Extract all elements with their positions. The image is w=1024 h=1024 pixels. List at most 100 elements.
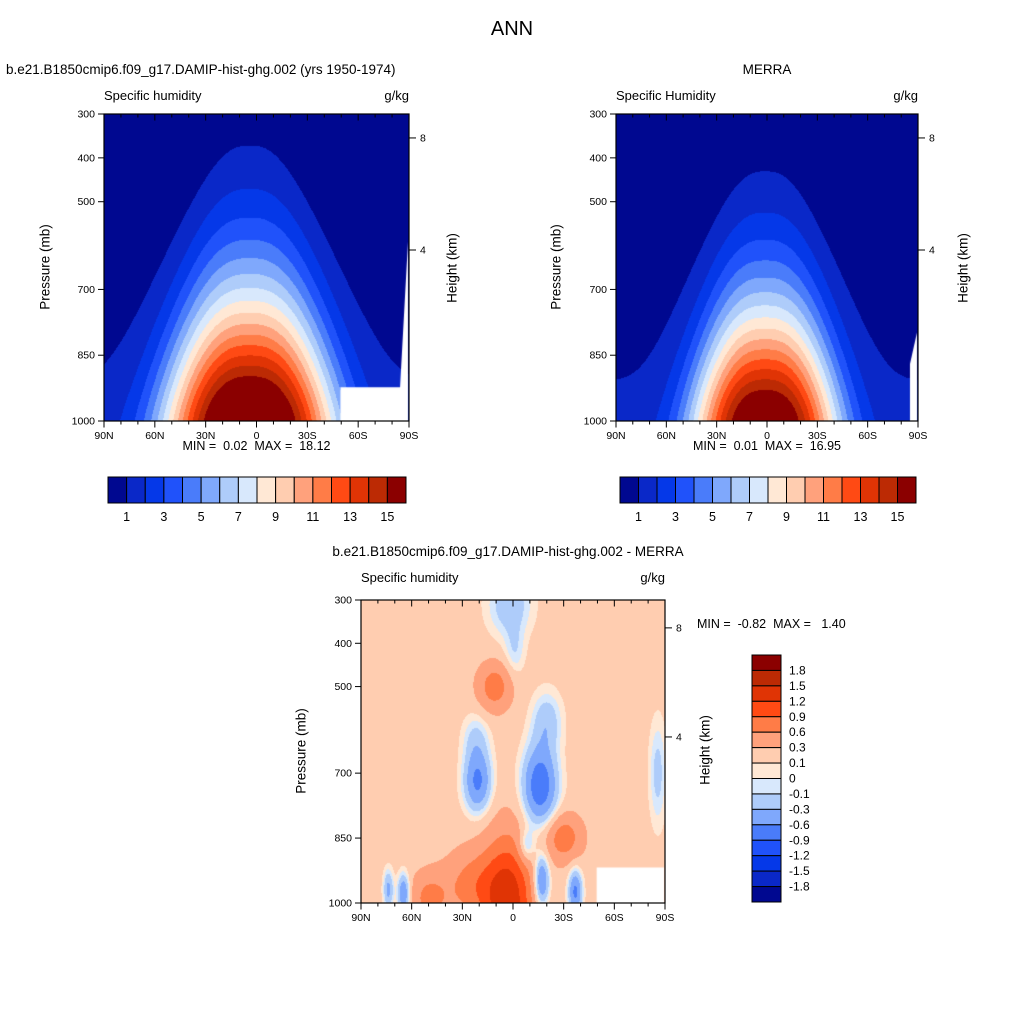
lat-tick-label: 60S (858, 430, 877, 442)
merra-units-label: g/kg (893, 88, 918, 103)
lat-tick-label: 0 (764, 430, 770, 442)
colorbar-label: -0.1 (789, 787, 810, 801)
lat-tick-label: 60N (402, 912, 421, 924)
colorbar-label: 9 (272, 510, 279, 524)
diff-pressure-axis-label: Pressure (mb) (293, 708, 309, 794)
colorbar-cell (751, 778, 782, 795)
colorbar-cell (237, 476, 258, 504)
colorbar-cell (656, 476, 676, 504)
colorbar-cell (730, 476, 750, 504)
colorbar-cell (386, 476, 407, 504)
model-minmax-label: MIN = 0.02 MAX = 18.12 (182, 439, 331, 453)
colorbar-label: 9 (783, 510, 790, 524)
lat-tick-label: 30S (554, 912, 573, 924)
pressure-tick-label: 850 (334, 833, 352, 845)
lat-tick-label: 60S (349, 430, 368, 442)
colorbar-cell (751, 700, 782, 718)
lat-tick-label: 30N (453, 912, 472, 924)
colorbar-label: 15 (380, 510, 394, 524)
merra-minmax-label: MIN = 0.01 MAX = 16.95 (693, 439, 841, 453)
colorbar-cell (349, 476, 370, 504)
colorbar-label: 0.9 (789, 710, 806, 724)
height-tick-label: 4 (420, 245, 426, 257)
pressure-tick-label: 700 (334, 768, 352, 780)
merra-field-name: Specific Humidity (616, 88, 716, 103)
colorbar-cell (219, 476, 239, 504)
diff-height-axis-label: Height (km) (697, 715, 713, 785)
colorbar-label: 3 (672, 510, 679, 524)
pressure-tick-label: 850 (77, 350, 95, 362)
pressure-tick-label: 500 (589, 196, 607, 208)
colorbar-label: 1.8 (789, 663, 806, 677)
lat-tick-label: 60N (145, 430, 164, 442)
lat-tick-label: 60S (605, 912, 624, 924)
pressure-tick-label: 400 (77, 152, 95, 164)
colorbar-cell (751, 808, 782, 826)
colorbar-cell (751, 886, 782, 903)
pressure-tick-label: 1000 (329, 898, 353, 910)
merra-height-axis-label: Height (km) (955, 233, 971, 303)
colorbar-label: 13 (343, 510, 357, 524)
colorbar-label: 11 (306, 510, 319, 524)
model-units-label: g/kg (384, 88, 409, 103)
colorbar-label: 7 (746, 510, 753, 524)
colorbar-label: 1 (123, 510, 130, 524)
contour-plot-merra (616, 114, 918, 421)
axis-frame-model (103, 113, 410, 422)
pressure-tick-label: 500 (334, 681, 352, 693)
colorbar-cell (144, 476, 165, 504)
colorbar-label: -1.5 (789, 864, 810, 878)
pressure-tick-label: 400 (589, 152, 607, 164)
diff-field-name: Specific humidity (361, 570, 459, 585)
colorbar-cell (107, 476, 128, 504)
colorbar-cell (751, 824, 782, 841)
colorbar-label: 3 (160, 510, 167, 524)
pressure-tick-label: 300 (589, 109, 607, 121)
height-tick-label: 8 (420, 132, 426, 144)
lat-tick-label: 60N (657, 430, 676, 442)
colorbar-cell (751, 839, 782, 857)
colorbar-label: -1.8 (789, 880, 810, 894)
colorbar-label: 5 (709, 510, 716, 524)
lat-tick-label: 90N (94, 430, 113, 442)
colorbar-cell (619, 476, 639, 504)
diff-units-label: g/kg (640, 570, 665, 585)
colorbar-label: 1.2 (789, 694, 806, 708)
lat-tick-label: 90N (606, 430, 625, 442)
lat-tick-label: 0 (510, 912, 516, 924)
colorbar-label: 0.6 (789, 725, 806, 739)
diff-minmax-label: MIN = -0.82 MAX = 1.40 (697, 617, 846, 631)
colorbar-label: 5 (198, 510, 205, 524)
colorbar-cell (256, 476, 277, 504)
height-tick-label: 4 (676, 731, 682, 743)
season-title: ANN (490, 18, 534, 40)
contour-plot-model (104, 114, 409, 421)
merra-subtitle-row: Specific Humidity g/kg (616, 88, 918, 103)
colorbar-cell (860, 476, 880, 504)
colorbar-cell (751, 762, 782, 779)
colorbar-cell (331, 476, 351, 504)
colorbar-cell (751, 793, 782, 810)
merra-panel-title: MERRA (742, 62, 792, 77)
pressure-tick-label: 700 (589, 284, 607, 296)
model-height-axis-label: Height (km) (444, 233, 460, 303)
colorbar-cell (751, 716, 782, 733)
colorbar-cell (786, 476, 806, 504)
colorbar-label: 11 (817, 510, 830, 524)
colorbar-label: 15 (891, 510, 905, 524)
colorbar-cell (368, 476, 388, 504)
model-subtitle-row: Specific humidity g/kg (104, 88, 409, 103)
colorbar-cell (693, 476, 713, 504)
colorbar-label: 0.1 (789, 756, 806, 770)
axis-frame-diff (360, 599, 666, 904)
colorbar-cell (767, 476, 787, 504)
lat-tick-label: 90S (400, 430, 419, 442)
colorbar-label: 1 (635, 510, 642, 524)
colorbar-cell (126, 476, 146, 504)
colorbar-cell (751, 870, 782, 888)
height-tick-label: 8 (929, 132, 935, 144)
colorbar-label: -0.9 (789, 833, 810, 847)
colorbar-cell (712, 476, 732, 504)
pressure-tick-label: 1000 (584, 416, 608, 428)
